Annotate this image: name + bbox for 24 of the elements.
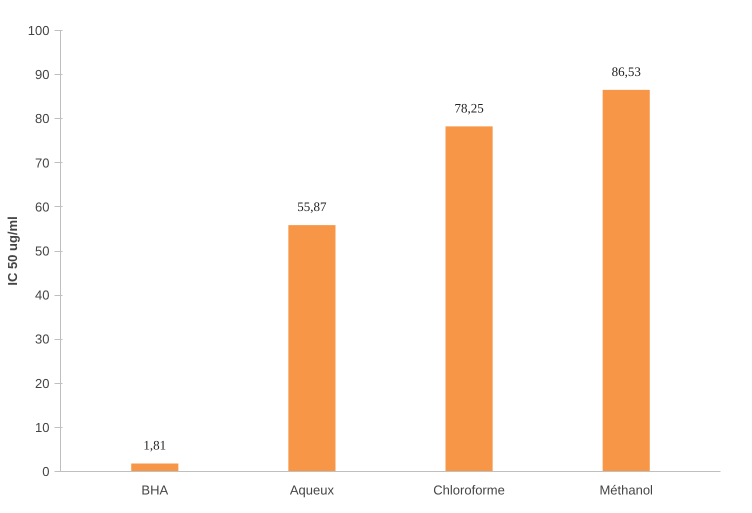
data-label: 78,25 xyxy=(454,100,484,116)
y-axis-title: IC 50 ug/ml xyxy=(4,216,20,286)
bar xyxy=(446,126,493,472)
bar xyxy=(602,90,650,472)
y-tick-label: 80 xyxy=(35,111,50,126)
bar xyxy=(131,464,178,472)
y-tick-label: 100 xyxy=(28,23,50,38)
y-tick-label: 30 xyxy=(35,332,50,347)
x-tick-label: BHA xyxy=(141,482,168,498)
y-tick-label: 70 xyxy=(35,155,50,170)
bar xyxy=(288,225,336,472)
data-label: 86,53 xyxy=(612,64,641,79)
y-tick-label: 50 xyxy=(35,244,50,258)
x-tick-label: Aqueux xyxy=(290,482,334,498)
y-tick-label: 90 xyxy=(35,67,50,82)
y-tick-label: 60 xyxy=(35,199,50,214)
x-tick-label: Méthanol xyxy=(599,482,654,498)
data-label: 1,81 xyxy=(143,438,166,453)
y-tick-label: 20 xyxy=(35,376,50,391)
data-label: 55,87 xyxy=(297,199,328,214)
y-tick-label: 40 xyxy=(35,288,50,303)
y-tick-label: 10 xyxy=(35,420,50,435)
y-tick-label: 0 xyxy=(42,464,50,479)
x-tick-label: Chloroforme xyxy=(433,482,505,498)
